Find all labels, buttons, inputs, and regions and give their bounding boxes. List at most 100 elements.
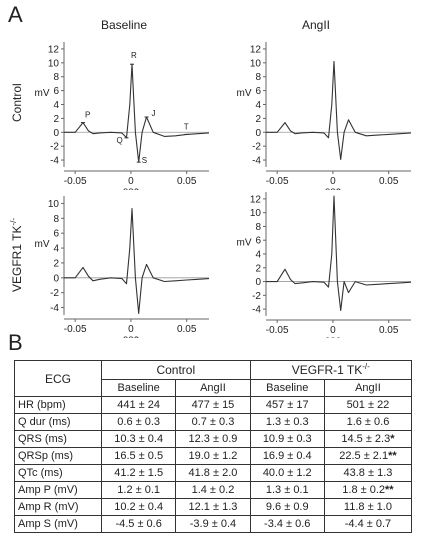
- y-tick-label: 6: [255, 236, 261, 247]
- table-row: Amp S (mV) -4.5 ± 0.6 -3.9 ± 0.4 -3.4 ± 0.6…: [14, 515, 413, 533]
- y-tick-label: -2: [50, 288, 59, 299]
- row-title-vegfr1-sup: -/-: [9, 217, 18, 226]
- column-title-baseline: Baseline: [100, 18, 148, 32]
- panel-letter-a: A: [8, 2, 23, 27]
- table-cell: 19.0 ± 1.2: [175, 447, 251, 465]
- x-tick-label: 0.05: [379, 325, 399, 336]
- y-axis-unit: mV: [237, 237, 252, 248]
- row-title-vegfr1-text: VEGFR1 TK: [10, 225, 24, 292]
- ecg-plot-control-angii: 12 10 8 6 4 2 0 -2 -4 mV -0.05 0 0.05 sec: [237, 42, 412, 190]
- row-title-control-text: Control: [10, 83, 24, 122]
- group-header-vegfr-sup: -/-: [362, 362, 370, 371]
- y-tick-label: 2: [255, 114, 261, 125]
- table-cell: -3.9 ± 0.4: [175, 515, 251, 533]
- table-row: QRSp (ms) 16.5 ± 0.5 19.0 ± 1.2 16.9 ± 0.4 2…: [14, 447, 413, 465]
- cell-value: -3.4 ± 0.6: [264, 518, 311, 530]
- table-cell: 441 ± 24: [100, 396, 177, 414]
- cell-value: 10.9 ± 0.3: [262, 433, 312, 445]
- x-axis-label: sec: [123, 186, 139, 190]
- table-cell: 12.3 ± 0.9: [175, 430, 251, 448]
- table-cell: 1.2 ± 0.1: [100, 481, 177, 499]
- table-cell: 1.6 ± 0.6: [323, 413, 413, 431]
- y-tick-label: -4: [252, 305, 261, 316]
- row-label: Amp S (mV): [14, 515, 102, 533]
- y-tick-label: 8: [53, 72, 59, 83]
- cell-value: 40.0 ± 1.2: [262, 467, 312, 479]
- row-label: Amp R (mV): [14, 498, 102, 516]
- table-row: Amp P (mV) 1.2 ± 0.1 1.4 ± 0.2 1.3 ± 0.1 1.8…: [14, 481, 413, 499]
- y-tick-label: 6: [255, 86, 261, 97]
- cell-value: 11.8 ± 1.0: [343, 501, 392, 513]
- table-cell: 477 ± 15: [175, 396, 251, 414]
- cell-value: 457 ± 17: [265, 399, 309, 411]
- cell-value: 16.5 ± 0.5: [114, 450, 164, 462]
- cell-value: 19.0 ± 1.2: [188, 450, 238, 462]
- row-label: Q dur (ms): [14, 413, 102, 431]
- x-tick-label: 0: [330, 176, 336, 187]
- x-tick-label: 0: [128, 324, 134, 335]
- y-tick-label: -2: [252, 291, 261, 302]
- y-tick-label: 0: [255, 128, 261, 139]
- cell-value: -4.5 ± 0.6: [115, 518, 162, 530]
- x-tick-label: 0: [128, 176, 134, 187]
- y-tick-label: 0: [53, 273, 59, 284]
- row-label: Amp P (mV): [14, 481, 102, 499]
- sub-header: Baseline: [100, 379, 177, 397]
- y-tick-label: 0: [255, 277, 261, 288]
- x-axis-label: sec: [325, 335, 341, 338]
- y-tick-label: 12: [48, 44, 60, 55]
- cell-value: 16.9 ± 0.4: [262, 450, 312, 462]
- significance-star: *: [390, 433, 395, 445]
- table-cell: 16.9 ± 0.4: [249, 447, 325, 465]
- table-cell: 22.5 ± 2.1**: [323, 447, 413, 465]
- table-cell: 41.8 ± 2.0: [175, 464, 251, 482]
- y-tick-label: 0: [53, 128, 59, 139]
- y-tick-label: 2: [255, 263, 261, 274]
- sub-header: AngII: [175, 379, 251, 397]
- y-tick-label: -4: [50, 303, 59, 314]
- cell-value: 1.3 ± 0.3: [265, 416, 309, 428]
- x-tick-label: 0.05: [177, 324, 197, 335]
- y-tick-label: -4: [252, 156, 261, 167]
- x-tick-label: 0.05: [379, 176, 399, 187]
- cell-value: 43.8 ± 1.3: [343, 467, 393, 479]
- panel-letter-b: B: [8, 330, 23, 355]
- table-cell: 16.5 ± 0.5: [100, 447, 177, 465]
- wave-label-j: J: [152, 109, 156, 118]
- table-row: Q dur (ms) 0.6 ± 0.3 0.7 ± 0.3 1.3 ± 0.3 1.6…: [14, 413, 413, 431]
- table-cell: -4.5 ± 0.6: [100, 515, 177, 533]
- y-tick-label: 4: [255, 100, 261, 111]
- table-row: Amp R (mV) 10.2 ± 0.4 12.1 ± 1.3 9.6 ± 0.9 1…: [14, 498, 413, 516]
- table-cell: 501 ± 22: [323, 396, 413, 414]
- wave-label-s: S: [142, 156, 147, 165]
- cell-value: 12.1 ± 1.3: [188, 501, 238, 513]
- table-cell: 1.3 ± 0.3: [249, 413, 325, 431]
- y-tick-label: 4: [53, 244, 59, 255]
- table-cell: 457 ± 17: [249, 396, 325, 414]
- y-tick-label: 10: [250, 208, 262, 219]
- y-axis-unit: mV: [237, 88, 252, 99]
- significance-star: **: [388, 450, 397, 462]
- x-axis-label: sec: [123, 334, 139, 338]
- ecg-trace: [266, 195, 412, 312]
- y-tick-label: 8: [53, 214, 59, 225]
- y-tick-label: -4: [50, 156, 59, 167]
- cell-value: 501 ± 22: [346, 399, 390, 411]
- cell-value: 1.4 ± 0.2: [191, 484, 235, 496]
- group-header-vegfr: VEGFR-1 TK-/-: [249, 360, 413, 380]
- wave-label-r: R: [131, 51, 137, 60]
- table-cell: -3.4 ± 0.6: [249, 515, 325, 533]
- y-tick-label: 12: [250, 44, 262, 55]
- cell-value: 10.3 ± 0.4: [114, 433, 164, 445]
- ecg-trace: [266, 60, 412, 160]
- cell-value: -4.4 ± 0.7: [344, 518, 392, 530]
- x-tick-label: -0.05: [64, 324, 87, 335]
- sub-header: Baseline: [249, 379, 325, 397]
- table-cell: -4.4 ± 0.7: [323, 515, 413, 533]
- table-cell: 1.4 ± 0.2: [175, 481, 251, 499]
- table-row: QTc (ms) 41.2 ± 1.5 41.8 ± 2.0 40.0 ± 1.2 43…: [14, 464, 413, 482]
- table-cell: 0.6 ± 0.3: [100, 413, 177, 431]
- y-tick-label: -2: [252, 142, 261, 153]
- table-cell: 0.7 ± 0.3: [175, 413, 251, 431]
- cell-value: 1.3 ± 0.1: [265, 484, 309, 496]
